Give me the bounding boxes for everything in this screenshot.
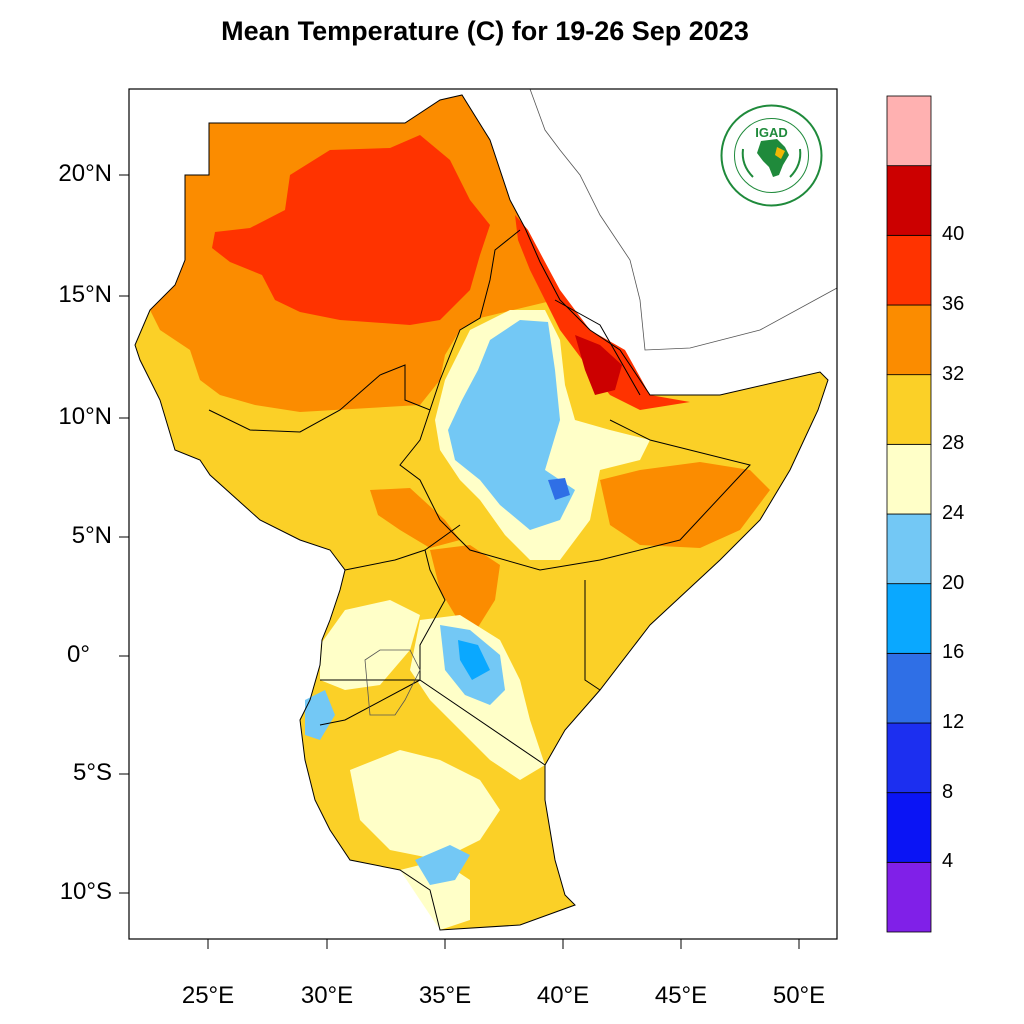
colorbar-swatch — [886, 304, 932, 376]
colorbar-swatch — [886, 652, 932, 724]
colorbar-tick-label: 8 — [942, 780, 954, 803]
lat-tick-label: 0° — [67, 641, 90, 668]
colorbar-swatch — [886, 374, 932, 445]
colorbar-swatch — [886, 513, 932, 585]
colorbar-tick-label: 36 — [942, 293, 965, 315]
lat-tick-label: 5°N — [71, 522, 112, 549]
ethiopia-highlands-coldest — [548, 478, 570, 500]
sudan-hot-zone — [212, 135, 490, 325]
colorbar-swatch — [886, 583, 932, 654]
colorbar — [886, 95, 932, 933]
colorbar-tick-label: 40 — [942, 223, 965, 246]
lake-turkana-orange — [430, 545, 500, 640]
lon-tick-label: 25°E — [181, 982, 235, 1009]
igad-logo: IGAD — [720, 104, 823, 207]
temperature-field — [135, 95, 828, 930]
africa-map-icon — [757, 139, 789, 177]
colorbar-tick-label: 4 — [942, 850, 954, 873]
outer-context-lines — [364, 88, 838, 716]
lat-ticks — [119, 174, 129, 894]
map-title: Mean Temperature (C) for 19-26 Sep 2023 — [221, 16, 749, 46]
colorbar-swatch — [886, 861, 932, 933]
lat-tick-label: 20°N — [58, 160, 112, 187]
lon-tick-label: 30°E — [300, 982, 354, 1009]
lon-tick-label: 40°E — [536, 982, 590, 1009]
borders — [134, 94, 829, 931]
colorbar-swatch — [886, 792, 932, 863]
colorbar-tick-label: 20 — [942, 571, 965, 594]
colorbar-tick-label: 32 — [942, 362, 965, 385]
colorbar-tick-label: 16 — [942, 641, 965, 664]
western-rift-cold — [305, 690, 335, 740]
lon-tick-label: 45°E — [654, 982, 708, 1009]
colorbar-swatch — [886, 95, 932, 167]
lon-tick-label: 35°E — [418, 982, 472, 1009]
lat-tick-label: 10°N — [58, 403, 112, 430]
laurel-left-icon — [741, 148, 754, 178]
tanzania-interior-cool — [350, 750, 500, 860]
lon-tick-label: 50°E — [772, 982, 826, 1009]
colorbar-swatch — [886, 722, 932, 794]
colorbar-swatch — [886, 443, 932, 515]
somalia-orange — [600, 462, 770, 548]
plot-frame — [128, 88, 838, 940]
lake-victoria-basin-cool — [320, 600, 420, 690]
south-sudan-orange — [370, 488, 460, 548]
lat-tick-label: 5°S — [73, 759, 112, 786]
lat-tick-label: 10°S — [59, 878, 112, 905]
afar-very-hot — [575, 335, 622, 395]
lat-tick-label: 15°N — [58, 281, 112, 308]
ethiopia-highlands-cold — [448, 320, 575, 530]
southern-highlands-cold — [415, 845, 470, 885]
colorbar-swatch — [886, 165, 932, 236]
colorbar-tick-label: 28 — [942, 432, 965, 455]
colorbar-tick-label: 24 — [942, 502, 965, 524]
laurel-right-icon — [789, 148, 802, 178]
kenya-highlands-coldest — [458, 640, 490, 680]
colorbar-tick-label: 12 — [942, 711, 965, 733]
colorbar-swatch — [886, 234, 932, 306]
lon-ticks — [207, 939, 800, 949]
logo-igad-text: IGAD — [755, 125, 788, 140]
